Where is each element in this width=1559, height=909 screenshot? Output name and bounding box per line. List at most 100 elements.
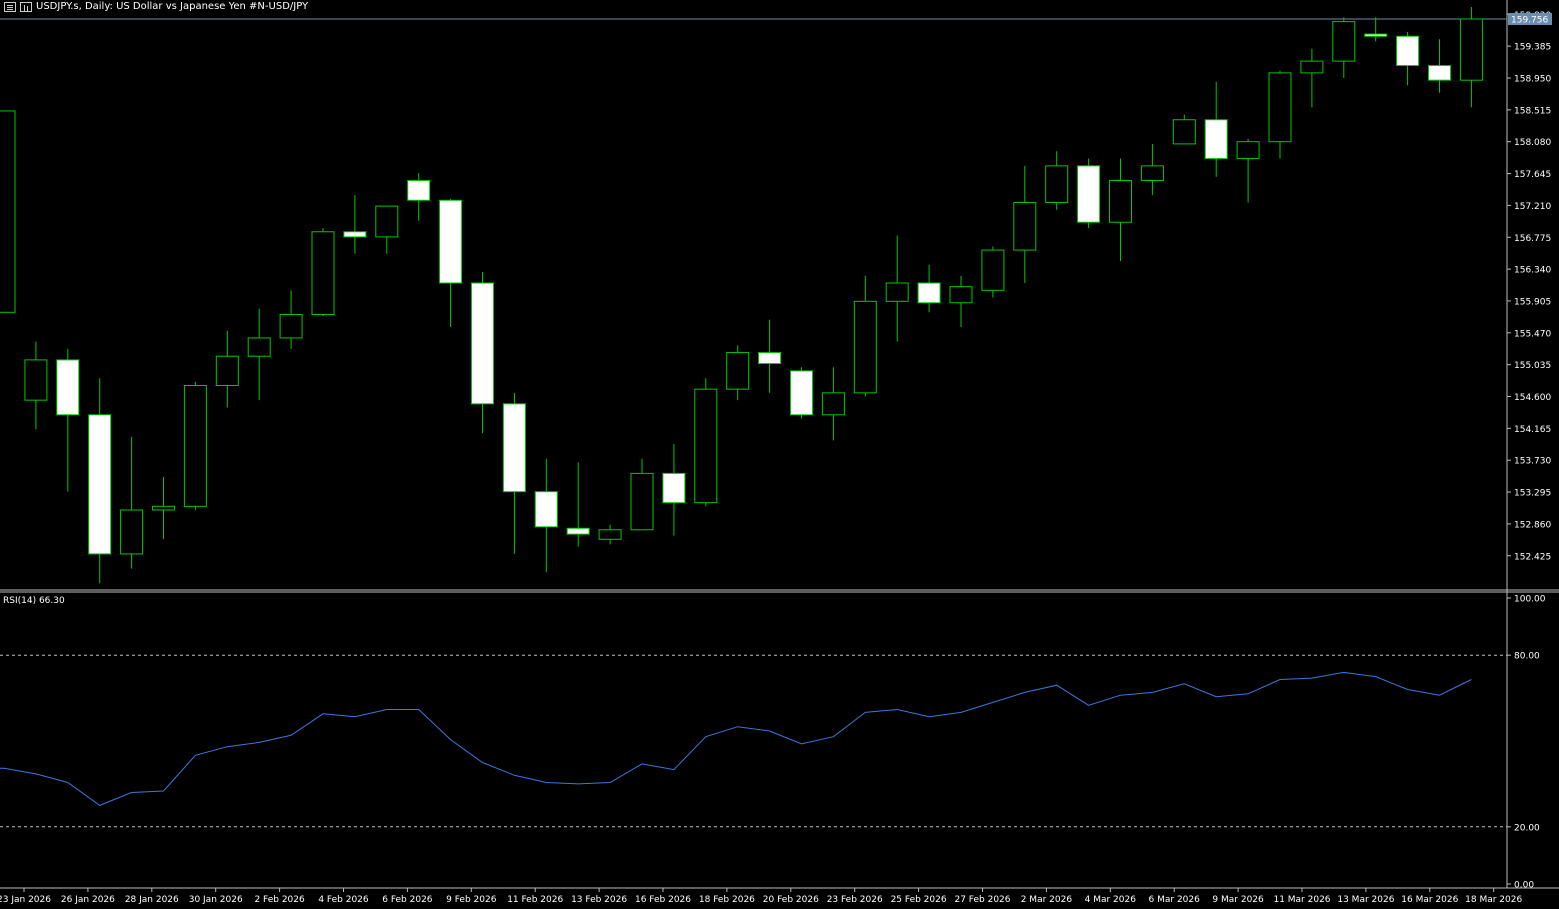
rsi-tick-label: 80.00 bbox=[1514, 652, 1540, 662]
price-tick-label: 155.470 bbox=[1514, 329, 1551, 339]
candles-layer bbox=[0, 6, 1483, 584]
candle-body bbox=[694, 388, 718, 504]
candle-body bbox=[1140, 165, 1164, 182]
date-tick-label: 9 Feb 2026 bbox=[446, 895, 497, 905]
date-tick-label: 9 Mar 2026 bbox=[1212, 895, 1264, 905]
date-tick-label: 18 Mar 2026 bbox=[1465, 895, 1522, 905]
date-tick-label: 4 Feb 2026 bbox=[318, 895, 369, 905]
rsi-label: RSI(14) 66.30 bbox=[3, 596, 65, 606]
candle-body bbox=[1268, 72, 1292, 143]
date-tick-label: 11 Mar 2026 bbox=[1273, 895, 1330, 905]
candle-body bbox=[630, 472, 654, 531]
date-tick-label: 11 Feb 2026 bbox=[507, 895, 563, 905]
price-tick-label: 158.080 bbox=[1514, 138, 1551, 148]
price-tick-label: 156.775 bbox=[1514, 234, 1551, 244]
date-tick-label: 2 Mar 2026 bbox=[1021, 895, 1073, 905]
candle-body bbox=[981, 249, 1005, 291]
date-tick-label: 16 Feb 2026 bbox=[635, 895, 691, 905]
candle-body bbox=[1077, 165, 1101, 223]
candle-body bbox=[1396, 35, 1420, 67]
candle-body bbox=[1204, 119, 1228, 160]
candle-body bbox=[311, 231, 335, 315]
date-tick-label: 23 Jan 2026 bbox=[0, 895, 51, 905]
candle-body bbox=[343, 231, 367, 238]
date-tick-label: 20 Feb 2026 bbox=[763, 895, 819, 905]
date-tick-label: 25 Feb 2026 bbox=[891, 895, 947, 905]
candle-body bbox=[1013, 201, 1037, 251]
candle-body bbox=[439, 199, 463, 284]
price-tick-label: 158.515 bbox=[1514, 106, 1551, 116]
price-tick-label: 159.385 bbox=[1514, 43, 1551, 53]
candle-body bbox=[24, 359, 48, 401]
date-tick-label: 13 Feb 2026 bbox=[571, 895, 627, 905]
chart-type-icon[interactable] bbox=[20, 1, 32, 12]
candle-body bbox=[0, 110, 16, 313]
menu-icon[interactable] bbox=[4, 1, 16, 12]
date-tick-label: 26 Jan 2026 bbox=[61, 895, 115, 905]
date-tick-label: 13 Mar 2026 bbox=[1337, 895, 1394, 905]
candle-body bbox=[917, 282, 941, 304]
candle-body bbox=[88, 414, 112, 555]
date-tick-label: 6 Feb 2026 bbox=[382, 895, 433, 905]
candle-body bbox=[120, 509, 144, 555]
date-axis: 23 Jan 2026 26 Jan 2026 28 Jan 2026 30 Jan … bbox=[0, 888, 1523, 905]
candle-body bbox=[1428, 65, 1451, 81]
current-price-label: 159.756 bbox=[1511, 15, 1548, 25]
candle-body bbox=[471, 282, 494, 405]
date-tick-label: 28 Jan 2026 bbox=[125, 895, 179, 905]
candle-body bbox=[215, 355, 239, 387]
rsi-tick-label: 100.00 bbox=[1514, 595, 1546, 605]
price-tick-label: 156.340 bbox=[1514, 266, 1551, 276]
candle-body bbox=[1332, 21, 1356, 62]
candle-body bbox=[598, 529, 622, 540]
candle-body bbox=[1172, 119, 1196, 145]
price-tick-label: 155.905 bbox=[1514, 297, 1551, 307]
candle-body bbox=[183, 385, 207, 507]
candle-body bbox=[885, 282, 909, 302]
candle-body bbox=[1236, 141, 1260, 160]
candle-body bbox=[790, 370, 813, 416]
price-tick-label: 154.600 bbox=[1514, 393, 1551, 403]
candle-body bbox=[1300, 60, 1324, 74]
price-tick-label: 152.425 bbox=[1514, 552, 1551, 562]
date-tick-label: 4 Mar 2026 bbox=[1085, 895, 1137, 905]
candle-body bbox=[1045, 165, 1069, 203]
candle-body bbox=[1459, 18, 1483, 81]
rsi-tick-label: 20.00 bbox=[1514, 823, 1540, 833]
rsi-panel: 100.00 80.00 20.00 0.00 bbox=[0, 595, 1546, 891]
current-price-box bbox=[1508, 12, 1552, 25]
price-tick-label: 153.730 bbox=[1514, 457, 1551, 467]
candle-body bbox=[949, 286, 973, 304]
rsi-tick-label: 0.00 bbox=[1514, 881, 1534, 891]
candle-body bbox=[1109, 180, 1132, 223]
date-tick-label: 16 Mar 2026 bbox=[1401, 895, 1458, 905]
price-tick-label: 158.950 bbox=[1514, 75, 1551, 85]
candle-body bbox=[407, 180, 431, 201]
candle-body bbox=[279, 313, 303, 339]
price-axis: 159.820159.385158.950158.515158.080157.6… bbox=[1507, 11, 1552, 562]
price-tick-label: 153.295 bbox=[1514, 489, 1551, 499]
candle-body bbox=[821, 392, 845, 416]
date-tick-label: 6 Mar 2026 bbox=[1149, 895, 1201, 905]
candle-body bbox=[534, 491, 558, 528]
candle-body bbox=[152, 505, 175, 511]
date-tick-label: 27 Feb 2026 bbox=[954, 895, 1010, 905]
candle-body bbox=[375, 205, 399, 238]
candle-body bbox=[726, 352, 750, 390]
rsi-line bbox=[0, 671, 1472, 806]
chart-title: USDJPY.s, Daily: US Dollar vs Japanese Y… bbox=[36, 1, 309, 12]
price-tick-label: 157.210 bbox=[1514, 202, 1551, 212]
candle-body bbox=[566, 527, 590, 535]
price-tick-label: 157.645 bbox=[1514, 170, 1551, 180]
date-tick-label: 23 Feb 2026 bbox=[827, 895, 883, 905]
candle-body bbox=[502, 403, 526, 493]
price-tick-label: 155.035 bbox=[1514, 361, 1551, 371]
date-tick-label: 18 Feb 2026 bbox=[699, 895, 755, 905]
candle-body bbox=[247, 337, 271, 357]
chart-header: USDJPY.s, Daily: US Dollar vs Japanese Y… bbox=[4, 1, 308, 12]
candle-body bbox=[1364, 33, 1388, 37]
candle-body bbox=[662, 472, 686, 504]
candle-body bbox=[758, 352, 782, 365]
price-tick-label: 154.165 bbox=[1514, 425, 1551, 435]
